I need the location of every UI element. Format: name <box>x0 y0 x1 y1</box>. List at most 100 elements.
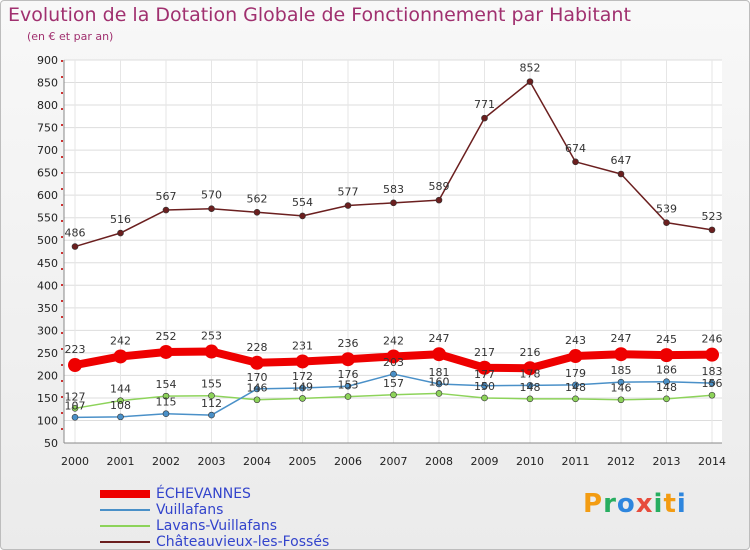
data-label: 148 <box>656 381 677 394</box>
data-label: 154 <box>156 378 177 391</box>
y-tick-label: 500 <box>37 234 58 247</box>
data-label: 156 <box>702 377 723 390</box>
data-point <box>295 354 310 369</box>
y-tick-label: 400 <box>37 279 58 292</box>
data-label: 216 <box>520 346 541 359</box>
data-label: 771 <box>474 98 495 111</box>
data-label: 247 <box>429 332 450 345</box>
data-point <box>663 395 670 403</box>
data-point <box>344 382 352 390</box>
data-point <box>341 352 355 367</box>
data-label: 217 <box>474 346 495 359</box>
data-label: 112 <box>201 397 222 410</box>
data-point <box>299 212 306 220</box>
data-point <box>572 158 579 166</box>
legend-swatch <box>100 525 150 527</box>
data-point <box>705 347 719 362</box>
data-label: 176 <box>338 368 359 381</box>
data-label: 146 <box>247 382 268 395</box>
x-tick-label: 2008 <box>425 455 453 468</box>
data-point <box>250 355 264 370</box>
data-point <box>617 170 625 178</box>
legend-label: Châteauvieux-les-Fossés <box>156 534 330 550</box>
logo-letter: i <box>676 489 687 519</box>
data-label: 153 <box>338 379 359 392</box>
y-tick-label: 200 <box>37 369 58 382</box>
x-tick-label: 2014 <box>698 455 726 468</box>
y-tick-label: 600 <box>37 189 58 202</box>
legend-label: Vuillafans <box>156 502 224 518</box>
data-point <box>435 380 443 388</box>
data-label: 589 <box>429 180 450 193</box>
logo-letter: r <box>603 489 617 519</box>
logo-letter: o <box>616 489 636 519</box>
data-label: 203 <box>383 356 404 369</box>
data-label: 149 <box>292 380 313 393</box>
y-tick-label: 150 <box>37 392 58 405</box>
data-point <box>481 382 488 390</box>
data-point <box>204 344 219 359</box>
data-label: 647 <box>611 154 632 167</box>
data-point <box>477 360 492 375</box>
chart-subtitle: (en € et par an) <box>27 30 114 43</box>
data-point <box>117 413 124 421</box>
data-label: 236 <box>338 337 359 350</box>
data-label: 177 <box>474 368 495 381</box>
data-label: 674 <box>565 142 586 155</box>
data-point <box>344 202 352 209</box>
x-tick-label: 2003 <box>198 455 226 468</box>
data-point <box>253 396 261 404</box>
legend-label: Lavans-Vuillafans <box>156 518 278 534</box>
legend-item: Lavans-Vuillafans <box>100 518 400 534</box>
data-label: 157 <box>383 377 404 390</box>
data-point <box>113 349 128 364</box>
data-label: 245 <box>656 333 677 346</box>
data-point <box>708 391 716 399</box>
data-point <box>299 384 306 392</box>
x-tick-label: 2011 <box>562 455 590 468</box>
x-tick-label: 2002 <box>152 455 180 468</box>
y-tick-label: 850 <box>37 77 58 90</box>
data-point <box>390 391 397 399</box>
x-tick-label: 2009 <box>471 455 499 468</box>
y-tick-label: 100 <box>37 414 58 427</box>
data-point <box>708 226 716 234</box>
legend-item: Châteauvieux-les-Fossés <box>100 534 400 550</box>
data-label: 486 <box>65 227 86 240</box>
data-point <box>390 370 397 378</box>
logo-letter: i <box>653 489 664 519</box>
data-point <box>526 78 534 85</box>
data-point <box>71 414 79 421</box>
data-label: 852 <box>520 62 541 75</box>
data-point <box>617 378 625 386</box>
data-label: 127 <box>65 390 86 403</box>
data-label: 144 <box>110 383 131 396</box>
data-point <box>390 199 397 207</box>
data-label: 570 <box>201 189 222 202</box>
data-point <box>481 114 488 122</box>
data-point <box>208 205 215 212</box>
data-label: 185 <box>611 364 632 377</box>
y-tick-label: 650 <box>37 167 58 180</box>
data-label: 583 <box>383 183 404 196</box>
data-point <box>71 243 79 250</box>
data-point <box>117 397 124 404</box>
legend-item: Vuillafans <box>100 502 400 518</box>
data-label: 539 <box>656 203 677 216</box>
data-label: 179 <box>565 367 586 380</box>
y-tick-label: 800 <box>37 99 58 112</box>
chart-title: Evolution de la Dotation Globale de Fonc… <box>8 4 631 26</box>
legend: ÉCHEVANNES Vuillafans Lavans-Vuillafans Châ… <box>100 486 400 550</box>
data-label: 172 <box>292 370 313 383</box>
data-point <box>117 229 124 237</box>
data-point <box>162 392 170 400</box>
x-tick-label: 2004 <box>243 455 271 468</box>
data-point <box>614 347 628 362</box>
data-label: 186 <box>656 364 677 377</box>
data-point <box>208 411 215 419</box>
logo-letter: t <box>663 489 677 519</box>
legend-swatch <box>100 541 150 543</box>
y-tick-label: 450 <box>37 257 58 270</box>
data-point <box>162 410 170 418</box>
